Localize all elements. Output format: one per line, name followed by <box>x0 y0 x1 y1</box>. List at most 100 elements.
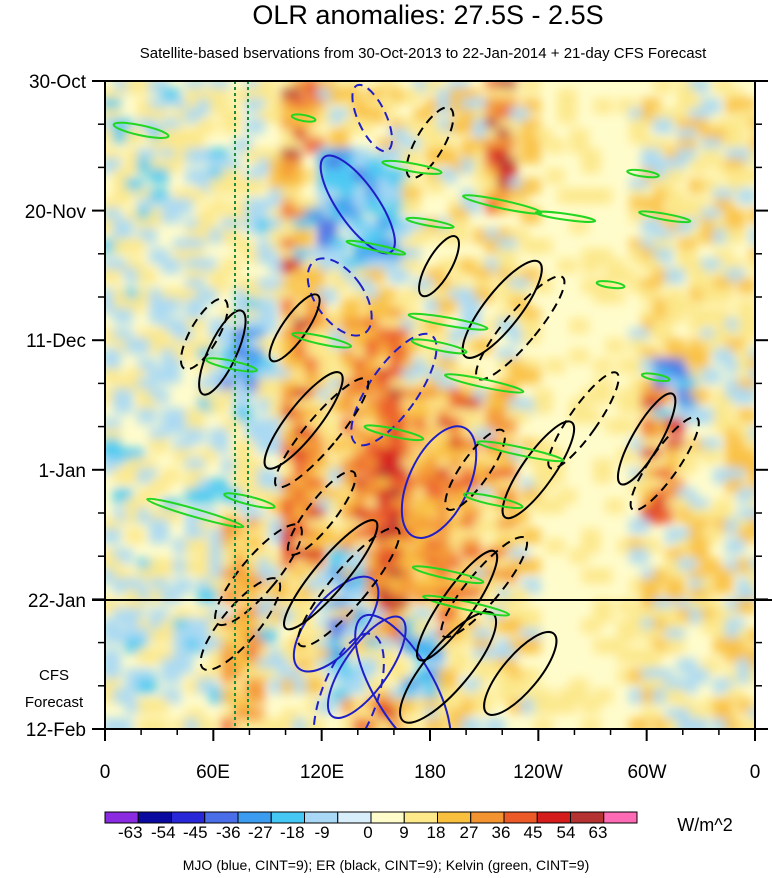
anomaly-cell <box>353 118 373 134</box>
anomaly-cell <box>113 398 133 414</box>
anomaly-cell <box>713 578 733 594</box>
anomaly-cell <box>569 318 589 334</box>
colorbar-swatch <box>536 811 571 824</box>
anomaly-cell <box>209 398 229 414</box>
anomaly-cell <box>353 718 373 729</box>
anomaly-cell <box>581 408 601 424</box>
anomaly-cell <box>293 718 313 729</box>
colorbar-label-45: 45 <box>524 823 543 842</box>
chart-title: OLR anomalies: 27.5S - 2.5S <box>252 0 603 30</box>
er-contour <box>475 275 566 381</box>
colorbar-swatch <box>204 811 239 824</box>
anomaly-cell <box>581 258 601 274</box>
er-contour <box>629 416 700 512</box>
anomaly-cell <box>197 718 217 729</box>
anomaly-cell <box>749 208 755 224</box>
anomaly-cell <box>701 448 721 464</box>
er-contour <box>199 577 282 671</box>
anomaly-cell <box>221 118 241 134</box>
anomaly-cell <box>593 98 613 114</box>
anomaly-cell <box>137 678 157 694</box>
anomaly-cell <box>581 158 601 174</box>
colorbar-swatch <box>270 811 305 824</box>
mjo-contour <box>351 83 394 153</box>
anomaly-cell <box>473 698 493 714</box>
anomaly-cell <box>749 458 755 474</box>
anomaly-cell <box>197 488 217 504</box>
anomaly-cell <box>161 668 181 684</box>
anomaly-cell <box>737 598 755 614</box>
anomaly-cell <box>749 438 755 454</box>
colorbar-swatch <box>137 811 172 824</box>
x-tick-label-120w: 120W <box>513 762 563 783</box>
colorbar-swatch <box>570 811 605 824</box>
anomaly-cell <box>149 438 169 454</box>
anomaly-cell <box>581 618 601 634</box>
y-tick-label-22-jan: 22-Jan <box>28 591 86 612</box>
anomaly-cell <box>677 718 697 729</box>
anomaly-cell <box>593 188 613 204</box>
anomaly-cell <box>533 398 553 414</box>
anomaly-cell <box>521 638 541 654</box>
anomaly-cell <box>257 718 277 729</box>
colorbar-label-neg36: -36 <box>216 823 241 842</box>
x-tick-label-60w: 60W <box>627 762 666 783</box>
colorbar-swatch <box>237 811 272 824</box>
anomaly-cell <box>605 498 625 514</box>
er-contour <box>179 297 229 371</box>
anomaly-cell <box>461 718 481 729</box>
anomaly-cell <box>521 328 541 344</box>
anomaly-cell <box>173 718 193 729</box>
anomaly-cell <box>665 718 685 729</box>
anomaly-cell <box>305 678 325 694</box>
anomaly-cell <box>593 468 613 484</box>
er-contour <box>263 371 344 470</box>
anomaly-cell <box>161 588 181 604</box>
anomaly-cell <box>725 718 745 729</box>
colorbar-label-54: 54 <box>557 823 576 842</box>
anomaly-cell <box>185 718 205 729</box>
kelvin-contour <box>223 492 276 510</box>
mjo-contour <box>350 332 438 447</box>
anomaly-cell <box>737 278 755 294</box>
anomaly-cell <box>713 718 733 729</box>
kelvin-contour <box>476 440 565 463</box>
anomaly-cell <box>341 718 361 729</box>
kelvin-contour <box>290 113 317 123</box>
anomaly-field <box>105 81 755 729</box>
kelvin-contour <box>411 565 485 585</box>
er-contour <box>283 519 379 631</box>
anomaly-cell <box>545 358 565 374</box>
anomaly-cell <box>449 718 469 729</box>
anomaly-cell <box>749 468 755 484</box>
kelvin-contour <box>462 194 543 215</box>
anomaly-cell <box>593 358 613 374</box>
colorbar-swatch <box>104 811 139 824</box>
anomaly-cell <box>197 588 217 604</box>
anomaly-cell <box>521 528 541 544</box>
anomaly-cell <box>281 718 301 729</box>
anomaly-cell <box>653 81 673 94</box>
anomaly-cell <box>521 81 541 94</box>
anomaly-cell <box>749 258 755 274</box>
anomaly-cell <box>377 718 397 729</box>
anomaly-cell <box>749 718 755 729</box>
kelvin-contour <box>444 373 525 394</box>
anomaly-cell <box>605 288 625 304</box>
anomaly-cell <box>581 718 601 729</box>
anomaly-cell <box>221 718 241 729</box>
colorbar-swatch <box>470 811 505 824</box>
chart-subtitle: Satellite-based bservations from 30-Oct-… <box>140 45 707 62</box>
anomaly-cell <box>749 138 755 154</box>
x-tick-label-0-end: 0 <box>750 762 761 783</box>
anomaly-cell <box>629 718 649 729</box>
anomaly-cell <box>749 518 755 534</box>
mjo-contour <box>312 632 385 729</box>
er-contour <box>444 428 506 511</box>
anomaly-cell <box>149 528 169 544</box>
anomaly-cell <box>605 338 625 354</box>
anomaly-cell <box>749 248 755 264</box>
anomaly-cell <box>233 718 253 729</box>
colorbar-label-18: 18 <box>427 823 446 842</box>
mjo-contour <box>306 257 373 337</box>
